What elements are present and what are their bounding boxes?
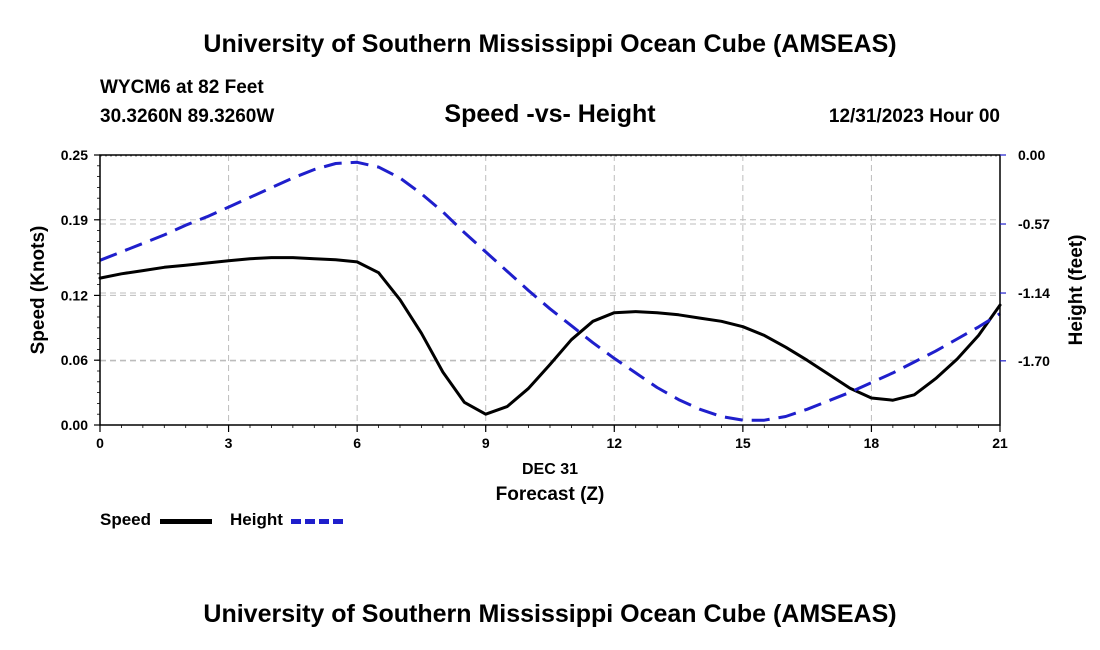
x-tick-label: 18 bbox=[864, 435, 880, 451]
legend-speed-swatch bbox=[160, 519, 212, 524]
x-tick-label: 21 bbox=[992, 435, 1008, 451]
y-right-tick-label: -0.57 bbox=[1018, 216, 1050, 232]
x-tick-label: 15 bbox=[735, 435, 751, 451]
legend-height-swatch bbox=[291, 519, 343, 524]
y-right-tick-label: -1.14 bbox=[1018, 285, 1050, 301]
y-left-axis-label: Speed (Knots) bbox=[28, 226, 49, 355]
y-right-axis-label: Height (feet) bbox=[1066, 235, 1087, 346]
y-left-tick-label: 0.06 bbox=[61, 352, 88, 368]
y-left-tick-label: 0.25 bbox=[61, 147, 88, 163]
x-date-label: DEC 31 bbox=[522, 461, 578, 478]
x-tick-label: 0 bbox=[96, 435, 104, 451]
station-label: WYCM6 at 82 Feet bbox=[100, 77, 264, 98]
y-right-tick-label: -1.70 bbox=[1018, 353, 1050, 369]
legend-speed-label: Speed bbox=[100, 510, 152, 529]
chart-title: University of Southern Mississippi Ocean… bbox=[203, 30, 897, 58]
height-series-line bbox=[99, 160, 1001, 422]
forecast-datetime: 12/31/2023 Hour 00 bbox=[828, 106, 1000, 127]
x-tick-label: 6 bbox=[353, 435, 361, 451]
x-tick-label: 12 bbox=[606, 435, 622, 451]
speed-series-line bbox=[98, 256, 1002, 416]
x-axis-label: Forecast (Z) bbox=[496, 484, 605, 505]
y-left-tick-label: 0.19 bbox=[61, 212, 88, 228]
grid-layer bbox=[100, 154, 1000, 425]
x-tick-label: 3 bbox=[225, 435, 233, 451]
coordinates-label: 30.3260N 89.3260W bbox=[100, 106, 275, 127]
chart-subtitle: Speed -vs- Height bbox=[444, 100, 656, 128]
x-tick-label: 9 bbox=[482, 435, 490, 451]
series-layer bbox=[98, 160, 1002, 422]
y-left-tick-label: 0.00 bbox=[61, 417, 88, 433]
footer-title: University of Southern Mississippi Ocean… bbox=[203, 600, 897, 628]
legend-height-label: Height bbox=[230, 510, 283, 529]
tick-layer: 0 3 6 9 12 15 18 21 0.00 0.06 0.12 0.19 0.25 0.00 -0.5… bbox=[61, 147, 1050, 451]
y-left-tick-label: 0.12 bbox=[61, 287, 88, 303]
y-right-tick-label: 0.00 bbox=[1018, 147, 1045, 163]
